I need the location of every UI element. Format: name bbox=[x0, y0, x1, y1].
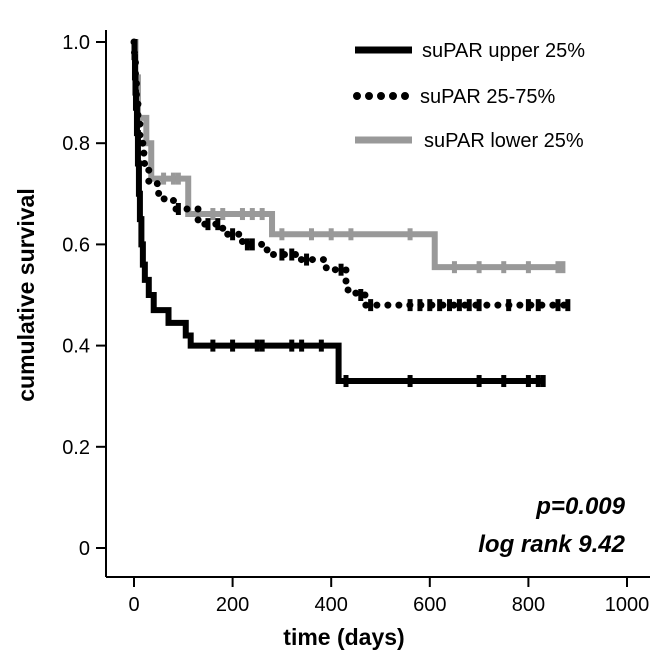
y-tick-label: 0.6 bbox=[62, 234, 90, 256]
censor-mark-upper bbox=[535, 375, 541, 388]
x-axis-ticks: 0 200 400 600 800 1000 bbox=[128, 577, 649, 616]
censor-mark-middle bbox=[427, 299, 433, 312]
censor-mark-upper bbox=[343, 375, 349, 388]
legend: suPAR upper 25% suPAR 25-75% suPAR lower… bbox=[353, 40, 585, 152]
censor-mark-middle bbox=[476, 299, 482, 312]
censor-mark-lower bbox=[348, 228, 354, 241]
censor-mark-lower bbox=[249, 208, 255, 221]
censor-mark-middle bbox=[338, 263, 344, 276]
censor-mark-middle bbox=[417, 299, 423, 312]
censor-mark-lower bbox=[407, 228, 413, 241]
censor-mark-middle bbox=[407, 299, 413, 312]
y-axis-title: cumulative survival bbox=[13, 188, 39, 402]
censor-mark-lower bbox=[501, 261, 507, 274]
censor-mark-middle bbox=[358, 289, 364, 301]
censor-mark-lower bbox=[175, 172, 181, 185]
censor-mark-upper bbox=[230, 339, 236, 352]
censor-mark-middle bbox=[289, 248, 295, 261]
censor-mark-lower bbox=[279, 228, 285, 241]
y-axis-ticks: 0 0.2 0.4 0.6 0.8 1.0 bbox=[62, 32, 106, 560]
censor-mark-upper bbox=[501, 375, 507, 388]
legend-label-middle: suPAR 25-75% bbox=[420, 86, 555, 108]
x-tick-label: 1000 bbox=[605, 594, 650, 616]
censor-mark-middle bbox=[249, 238, 255, 251]
censor-mark-upper bbox=[525, 375, 531, 388]
censor-mark-middle bbox=[565, 299, 571, 312]
series-line-upper bbox=[131, 39, 544, 385]
censor-mark-lower bbox=[259, 208, 265, 221]
censor-mark-lower bbox=[210, 208, 216, 221]
series-lower bbox=[132, 39, 566, 274]
censor-mark-lower bbox=[555, 261, 561, 274]
censor-mark-lower bbox=[308, 228, 314, 241]
censor-mark-middle bbox=[215, 218, 221, 231]
censor-mark-middle bbox=[466, 299, 472, 312]
censor-mark-upper bbox=[289, 339, 295, 352]
censor-mark-lower bbox=[451, 261, 457, 274]
censor-mark-middle bbox=[535, 299, 541, 312]
censor-mark-middle bbox=[368, 299, 374, 312]
y-tick-label: 0 bbox=[79, 538, 90, 560]
p-value-annotation: p=0.009 bbox=[535, 493, 625, 520]
censor-mark-middle bbox=[304, 253, 310, 266]
censor-mark-upper bbox=[210, 339, 216, 352]
x-tick-label: 200 bbox=[216, 594, 249, 616]
censor-mark-upper bbox=[476, 375, 482, 388]
y-tick-label: 0.2 bbox=[62, 437, 90, 459]
log-rank-annotation: log rank 9.42 bbox=[478, 531, 625, 558]
censor-mark-lower bbox=[525, 261, 531, 274]
x-tick-label: 0 bbox=[128, 594, 139, 616]
x-axis-title: time (days) bbox=[283, 624, 404, 650]
censor-mark-middle bbox=[279, 248, 285, 261]
censor-mark-lower bbox=[328, 228, 334, 241]
censor-mark-lower bbox=[161, 172, 167, 185]
censor-mark-middle bbox=[437, 299, 443, 312]
censor-mark-middle bbox=[175, 202, 181, 215]
censor-mark-lower bbox=[170, 172, 176, 185]
x-tick-label: 800 bbox=[512, 594, 545, 616]
censor-mark-middle bbox=[205, 218, 211, 231]
censor-mark-middle bbox=[447, 299, 453, 312]
censor-mark-middle bbox=[456, 299, 462, 312]
legend-label-upper: suPAR upper 25% bbox=[422, 40, 585, 62]
censor-mark-middle bbox=[525, 299, 531, 312]
x-tick-label: 400 bbox=[315, 594, 348, 616]
y-tick-label: 1.0 bbox=[62, 32, 90, 54]
censor-mark-lower bbox=[476, 261, 482, 274]
censor-mark-middle bbox=[244, 238, 250, 251]
censor-mark-lower bbox=[239, 208, 245, 221]
legend-label-lower: suPAR lower 25% bbox=[424, 130, 584, 152]
censor-mark-middle bbox=[506, 299, 512, 312]
censor-mark-upper bbox=[254, 339, 260, 352]
censor-mark-upper bbox=[407, 375, 413, 388]
series-layer bbox=[130, 38, 572, 388]
censor-mark-lower bbox=[220, 208, 226, 221]
y-tick-label: 0.4 bbox=[62, 336, 90, 358]
censor-mark-upper bbox=[299, 339, 305, 352]
censor-mark-upper bbox=[318, 339, 324, 352]
censor-mark-upper bbox=[259, 339, 265, 352]
censor-mark-upper bbox=[540, 375, 546, 388]
y-tick-label: 0.8 bbox=[62, 133, 90, 155]
series-upper bbox=[131, 39, 546, 388]
censor-mark-middle bbox=[555, 299, 561, 312]
censor-mark-middle bbox=[230, 228, 236, 241]
x-tick-label: 600 bbox=[413, 594, 446, 616]
censor-mark-lower bbox=[560, 261, 566, 274]
